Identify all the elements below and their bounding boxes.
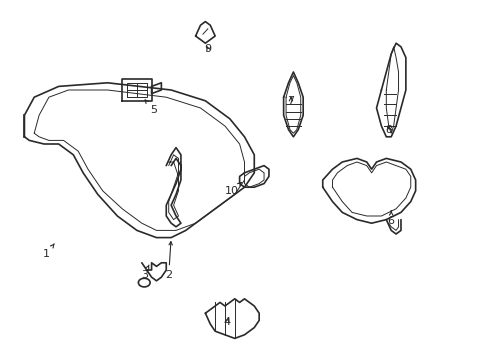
Text: 6: 6 [387, 211, 394, 226]
Text: 8: 8 [385, 125, 391, 135]
Text: 10: 10 [225, 183, 241, 196]
Text: 7: 7 [287, 96, 294, 106]
Text: 2: 2 [165, 242, 172, 280]
Text: 5: 5 [145, 100, 157, 115]
Text: 4: 4 [224, 317, 230, 327]
Text: 3: 3 [141, 265, 149, 280]
Text: 1: 1 [43, 244, 54, 259]
Text: 9: 9 [204, 44, 211, 54]
